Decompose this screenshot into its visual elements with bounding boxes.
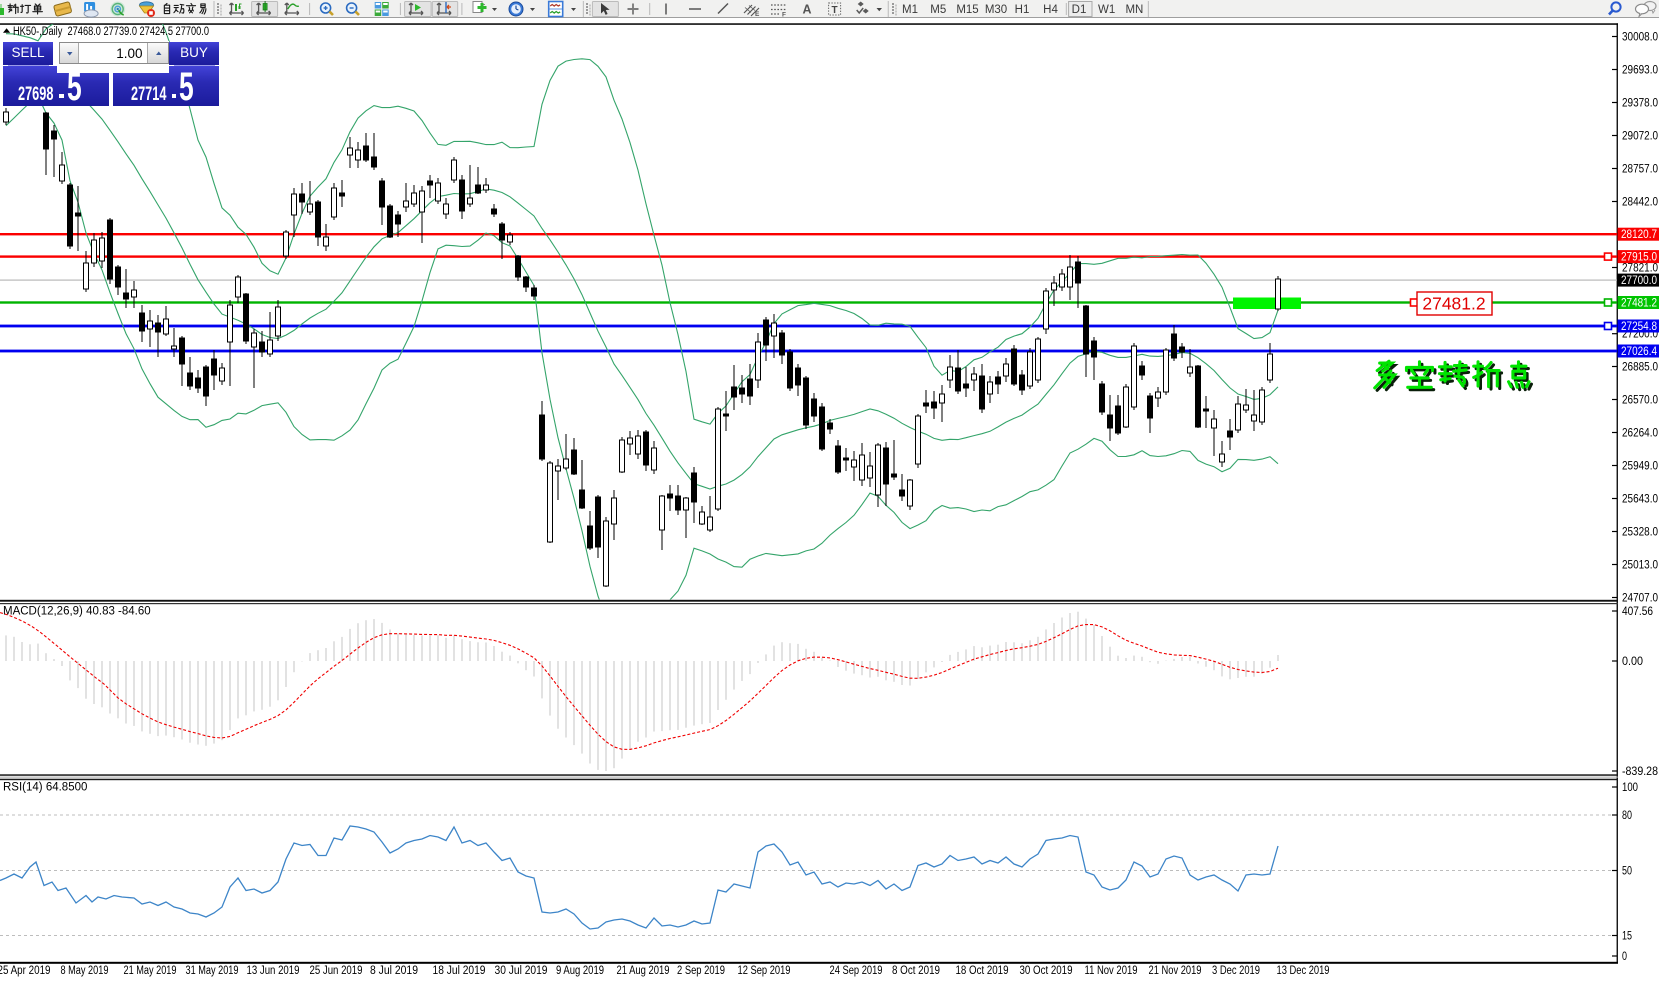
svg-text:H1: H1 [1015, 4, 1030, 16]
svg-text:W1: W1 [1098, 4, 1115, 16]
svg-text:8 Oct 2019: 8 Oct 2019 [892, 965, 940, 977]
svg-text:100: 100 [1622, 782, 1638, 794]
svg-text:26264.0: 26264.0 [1622, 428, 1658, 440]
svg-text:50: 50 [1622, 866, 1632, 878]
svg-text:18 Jul 2019: 18 Jul 2019 [433, 965, 486, 977]
svg-text:27026.4: 27026.4 [1621, 346, 1658, 358]
svg-text:11 Nov 2019: 11 Nov 2019 [1085, 965, 1138, 977]
svg-text:9 Aug 2019: 9 Aug 2019 [556, 965, 604, 977]
svg-text:0.00: 0.00 [1622, 656, 1643, 668]
svg-text:0: 0 [1622, 951, 1627, 963]
svg-text:26885.0: 26885.0 [1622, 362, 1658, 374]
svg-text:24707.0: 24707.0 [1622, 593, 1658, 605]
svg-text:30 Jul 2019: 30 Jul 2019 [495, 965, 548, 977]
svg-text:25643.0: 25643.0 [1622, 494, 1658, 506]
svg-text:F: F [782, 12, 786, 19]
svg-text:25 Jun 2019: 25 Jun 2019 [310, 965, 363, 977]
svg-text:8 Jul 2019: 8 Jul 2019 [370, 965, 418, 977]
svg-text:MACD(12,26,9) 40.83 -84.60: MACD(12,26,9) 40.83 -84.60 [3, 606, 151, 618]
svg-text:29693.0: 29693.0 [1622, 65, 1658, 77]
svg-text:T: T [832, 5, 838, 16]
svg-text:28120.7: 28120.7 [1621, 229, 1657, 241]
svg-text:25013.0: 25013.0 [1622, 560, 1658, 572]
svg-text:MN: MN [1125, 4, 1143, 16]
svg-text:26570.0: 26570.0 [1622, 395, 1658, 407]
svg-text:M5: M5 [930, 4, 946, 16]
svg-text:24 Sep 2019: 24 Sep 2019 [830, 965, 883, 977]
svg-text:80: 80 [1622, 810, 1632, 822]
svg-text:-839.28: -839.28 [1622, 766, 1658, 778]
svg-text:27821.0: 27821.0 [1622, 263, 1658, 275]
svg-text:27915.0: 27915.0 [1621, 252, 1657, 264]
svg-text:8 May 2019: 8 May 2019 [61, 965, 109, 977]
svg-text:2 Sep 2019: 2 Sep 2019 [677, 965, 725, 977]
svg-text:25 Apr 2019: 25 Apr 2019 [0, 965, 51, 977]
svg-text:21 Nov 2019: 21 Nov 2019 [1149, 965, 1202, 977]
svg-text:30 Oct 2019: 30 Oct 2019 [1020, 965, 1073, 977]
svg-text:12 Sep 2019: 12 Sep 2019 [738, 965, 791, 977]
svg-text:18 Oct 2019: 18 Oct 2019 [956, 965, 1009, 977]
svg-text:25949.0: 25949.0 [1622, 461, 1658, 473]
svg-text:D1: D1 [1072, 4, 1087, 16]
svg-text:3 Dec 2019: 3 Dec 2019 [1212, 965, 1260, 977]
svg-text:A: A [802, 3, 811, 17]
svg-text:M1: M1 [902, 4, 918, 16]
svg-text:21 May 2019: 21 May 2019 [124, 965, 177, 977]
svg-text:RSI(14) 64.8500: RSI(14) 64.8500 [3, 782, 87, 794]
svg-text:28757.0: 28757.0 [1622, 164, 1658, 176]
svg-text:15: 15 [1622, 931, 1632, 943]
svg-text:H4: H4 [1043, 4, 1058, 16]
svg-text:25328.0: 25328.0 [1622, 527, 1658, 539]
svg-text:27481.2: 27481.2 [1422, 294, 1485, 314]
svg-text:21 Aug 2019: 21 Aug 2019 [617, 965, 670, 977]
svg-text:30008.0: 30008.0 [1622, 32, 1658, 44]
svg-text:27481.2: 27481.2 [1621, 298, 1657, 310]
svg-text:M30: M30 [985, 4, 1007, 16]
svg-text:E: E [755, 11, 760, 18]
svg-text:407.56: 407.56 [1622, 606, 1653, 618]
svg-text:29072.0: 29072.0 [1622, 131, 1658, 143]
svg-text:13 Dec 2019: 13 Dec 2019 [1277, 965, 1330, 977]
svg-text:29378.0: 29378.0 [1622, 98, 1658, 110]
svg-text:28442.0: 28442.0 [1622, 197, 1658, 209]
svg-text:HK50-,Daily 27468.0 27739.0 2: HK50-,Daily 27468.0 27739.0 27424.5 2770… [13, 26, 209, 38]
svg-text:27254.8: 27254.8 [1621, 321, 1657, 333]
svg-text:M15: M15 [956, 4, 978, 16]
svg-text:31 May 2019: 31 May 2019 [186, 965, 239, 977]
svg-text:27700.0: 27700.0 [1621, 275, 1657, 287]
svg-text:13 Jun 2019: 13 Jun 2019 [247, 965, 300, 977]
